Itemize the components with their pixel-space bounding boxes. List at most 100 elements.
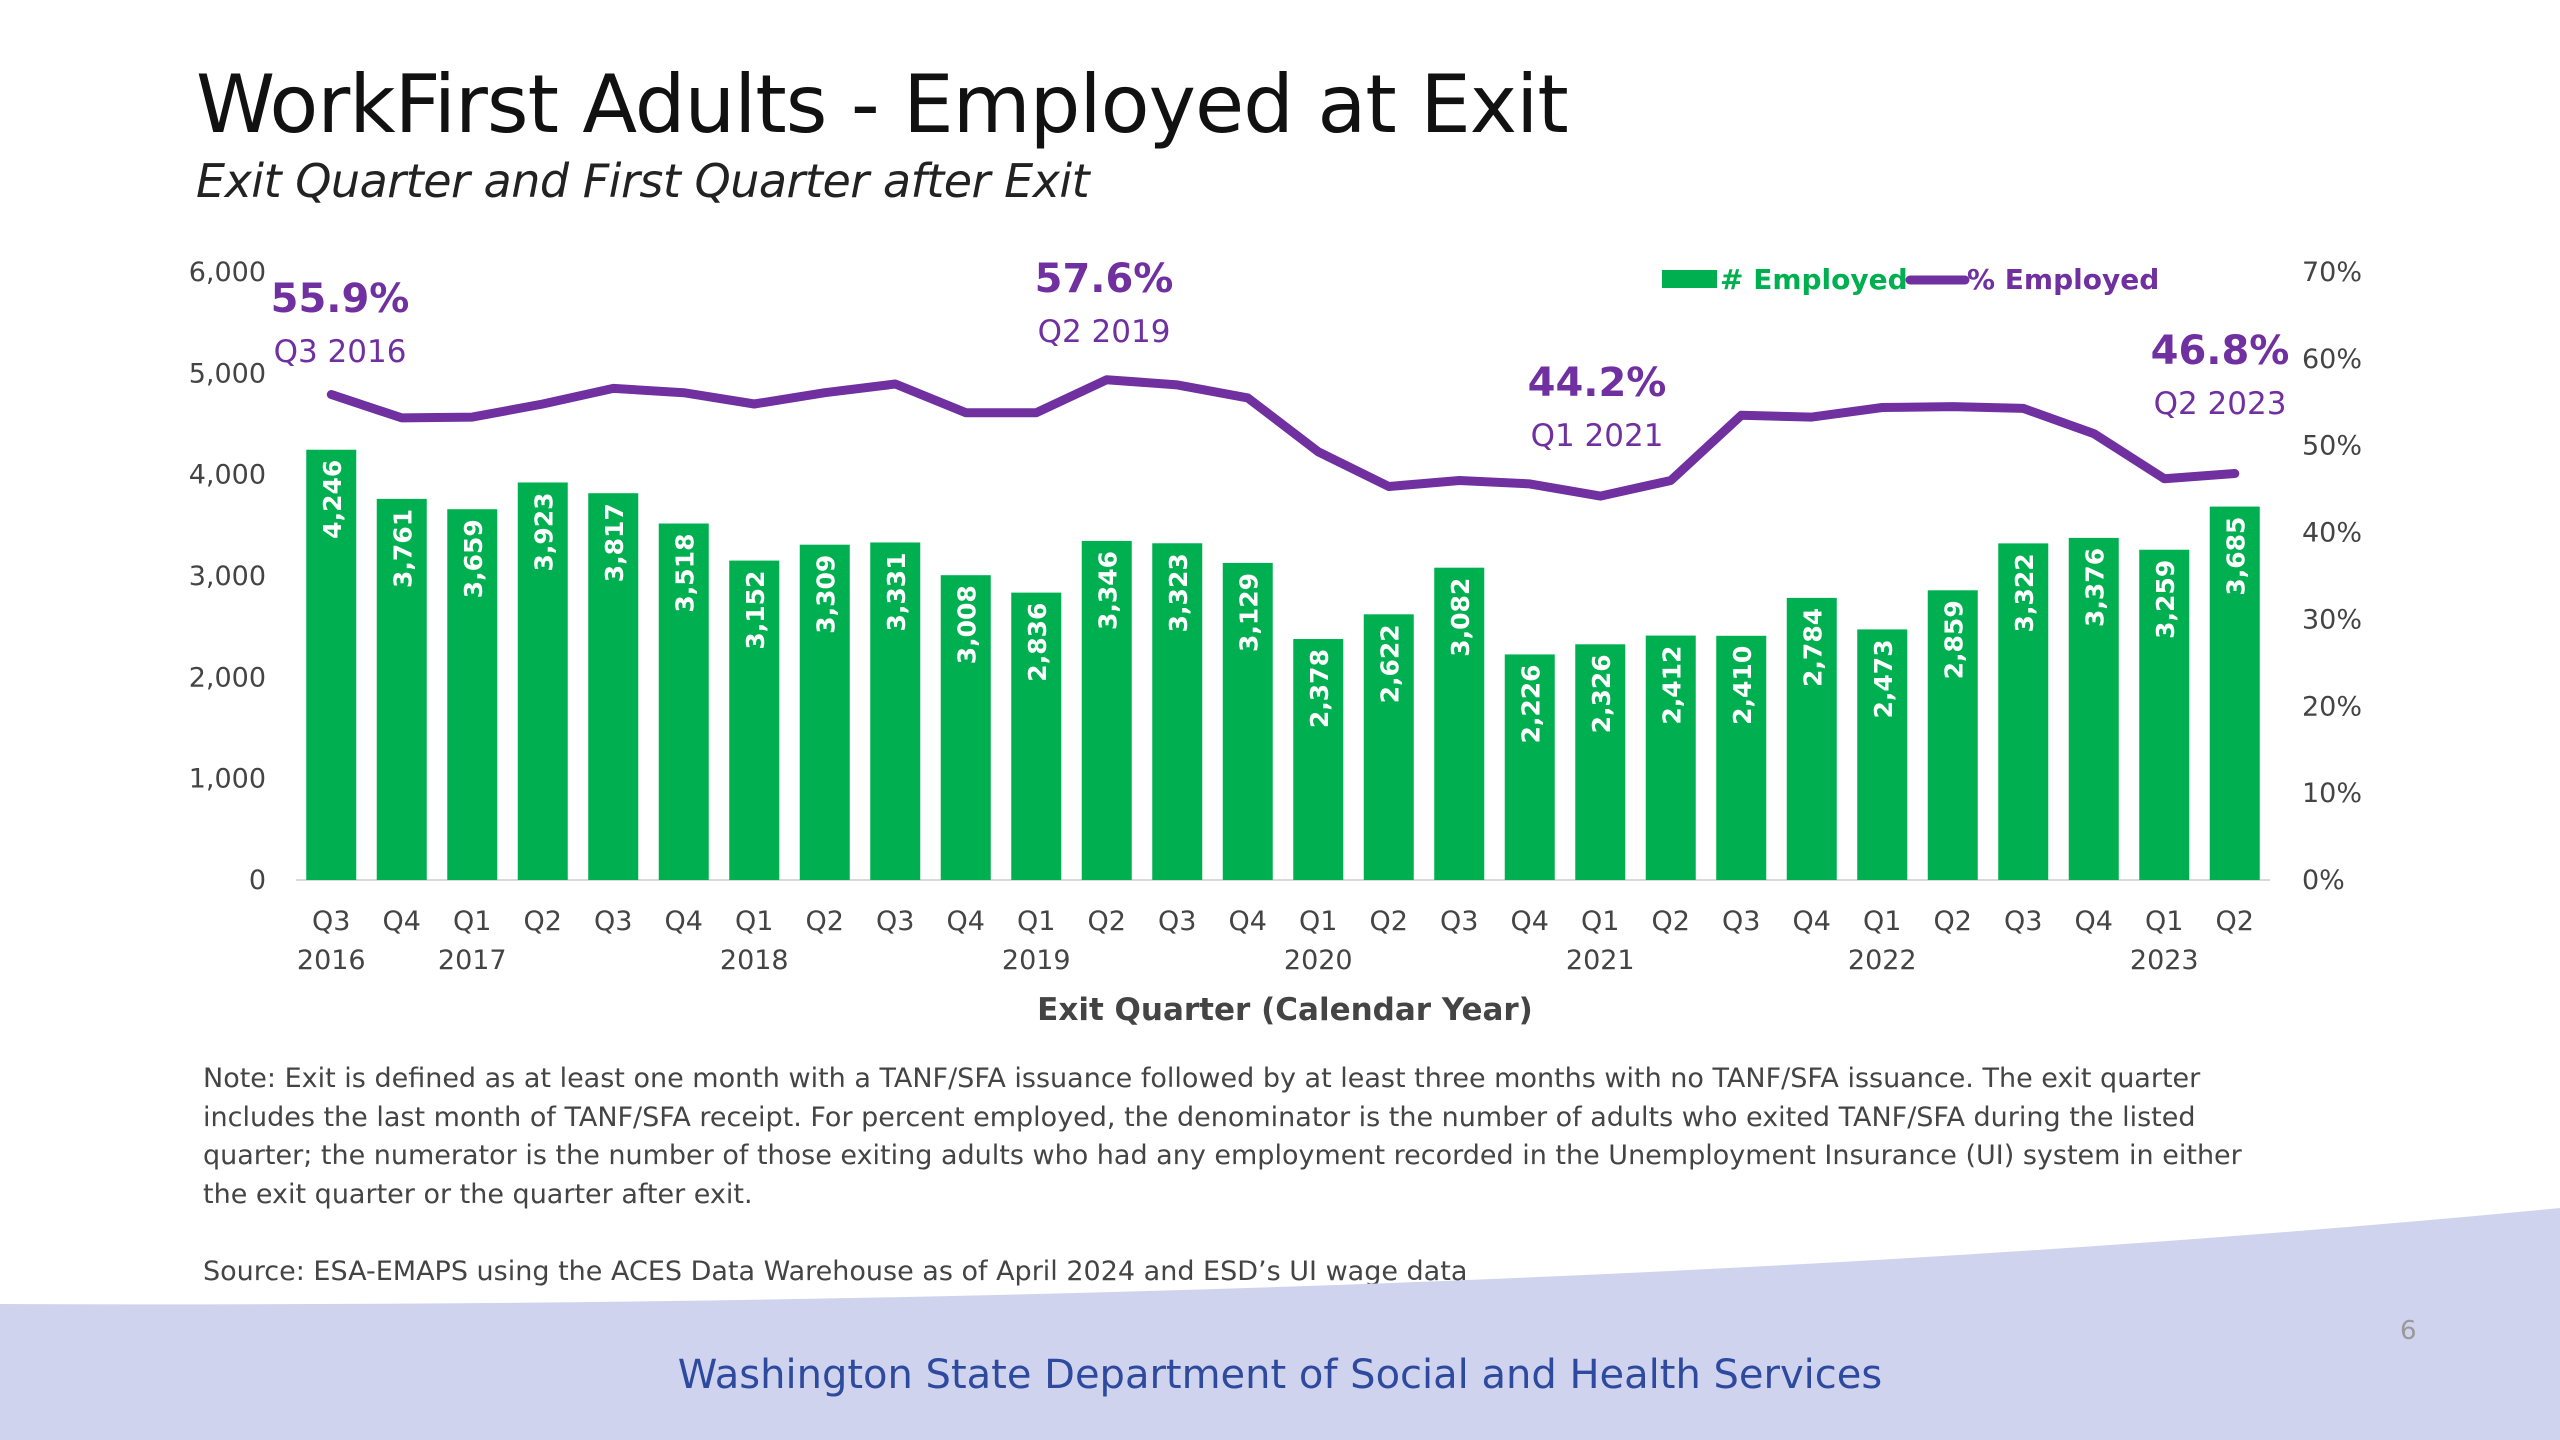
bar (1293, 639, 1344, 880)
y-right-tick-label: 40% (2302, 518, 2362, 549)
bar (2139, 549, 2190, 880)
y-left-tick-label: 4,000 (189, 460, 266, 491)
annotation-quarter: Q2 2023 (2154, 386, 2287, 422)
annotation: 44.2% Q1 2021 (1528, 360, 1667, 454)
annotation-value: 55.9% (271, 276, 410, 322)
y-right-tick-label: 70% (2302, 257, 2362, 288)
x-year-label: 2016 (297, 945, 366, 976)
bar-data-label: 3,323 (1164, 553, 1193, 632)
bar-data-label: 3,346 (1094, 551, 1123, 630)
annotation-quarter: Q3 2016 (274, 334, 407, 370)
y-right-tick-label: 20% (2302, 691, 2362, 722)
x-tick-label: Q1 (1017, 906, 1055, 937)
bar-data-label: 3,129 (1235, 573, 1264, 652)
bar-data-label: 2,836 (1023, 603, 1052, 682)
annotation: 46.8% Q2 2023 (2151, 328, 2290, 422)
bar (1645, 635, 1696, 880)
bar (1434, 567, 1485, 880)
x-axis-title: Exit Quarter (Calendar Year) (1037, 992, 1533, 1028)
percent-employed-line (326, 375, 2240, 501)
bar-data-label: 4,246 (318, 460, 347, 539)
bar-data-label: 2,473 (1869, 639, 1898, 718)
bar-data-label: 3,376 (2081, 548, 2110, 627)
bar-data-labels: 4,246 3,761 3,659 3,923 3,817 3,518 3,152 3,309… (318, 460, 2251, 744)
bar (658, 523, 709, 880)
y-left-tick-label: 5,000 (189, 358, 266, 389)
bar-data-label: 3,322 (2010, 553, 2039, 632)
x-axis-ticks: Q3 Q4 Q1 Q2 Q3 Q4 Q1 Q2 Q3 Q4 Q1 Q2 Q3 Q4 Q1 Q2 Q3 Q4 Q1 Q2… (297, 906, 2254, 976)
legend-label-employed-count: # Employed (1720, 263, 1908, 296)
y-left-tick-label: 1,000 (189, 764, 266, 795)
bar (1504, 654, 1555, 880)
bar-data-label: 3,817 (600, 503, 629, 582)
bar-data-label: 3,923 (530, 492, 559, 571)
slide-title: WorkFirst Adults - Employed at Exit (196, 58, 1569, 151)
bar (1716, 635, 1767, 880)
x-tick-label: Q1 (735, 906, 773, 937)
x-tick-label: Q4 (1229, 906, 1267, 937)
x-tick-label: Q4 (383, 906, 421, 937)
y-left-tick-label: 0 (249, 865, 266, 896)
x-tick-label: Q3 (594, 906, 632, 937)
x-tick-label: Q2 (806, 906, 844, 937)
x-tick-label: Q1 (453, 906, 491, 937)
x-tick-label: Q3 (876, 906, 914, 937)
x-tick-label: Q2 (524, 906, 562, 937)
bar (1927, 590, 1978, 880)
annotation-value: 57.6% (1035, 256, 1174, 302)
x-tick-label: Q4 (947, 906, 985, 937)
annotation-quarter: Q1 2021 (1531, 418, 1664, 454)
bar-data-label: 2,622 (1376, 624, 1405, 703)
x-tick-label: Q4 (2075, 906, 2113, 937)
bar-data-label: 2,859 (1940, 600, 1969, 679)
bar (940, 575, 991, 880)
bar-series (306, 449, 2260, 880)
bar (1152, 543, 1203, 880)
x-tick-label: Q2 (1934, 906, 1972, 937)
bar-data-label: 2,784 (1799, 608, 1828, 687)
annotation-value: 44.2% (1528, 360, 1667, 406)
x-tick-label: Q2 (1370, 906, 1408, 937)
x-tick-label: Q4 (1511, 906, 1549, 937)
y-right-tick-label: 10% (2302, 778, 2362, 809)
annotation: 55.9% Q3 2016 (271, 276, 410, 370)
y-axis-right: 0% 10% 20% 30% 40% 50% 60% 70% (2302, 257, 2362, 896)
bar-data-label: 2,410 (1728, 646, 1757, 725)
x-tick-label: Q1 (2145, 906, 2183, 937)
source-text: Source: ESA-EMAPS using the ACES Data Wa… (203, 1256, 1468, 1287)
bar (376, 498, 427, 880)
legend-label-employed-percent: % Employed (1967, 263, 2159, 296)
bar-data-label: 3,008 (953, 585, 982, 664)
x-year-label: 2021 (1566, 945, 1635, 976)
x-tick-label: Q1 (1299, 906, 1337, 937)
bar (1011, 592, 1062, 880)
chart: 0 1,000 2,000 3,000 4,000 5,000 6,000 0% 10% 20%… (189, 256, 2362, 1028)
bar (729, 560, 780, 880)
footer-wave (0, 1208, 2560, 1440)
bar-data-label: 3,082 (1446, 578, 1475, 657)
bar (517, 482, 568, 880)
bar (870, 542, 921, 880)
x-tick-label: Q3 (1158, 906, 1196, 937)
annotation: 57.6% Q2 2019 (1035, 256, 1174, 350)
page-number: 6 (2400, 1316, 2417, 1346)
y-right-tick-label: 30% (2302, 604, 2362, 635)
x-tick-label: Q1 (1581, 906, 1619, 937)
bar (588, 493, 639, 880)
y-right-tick-label: 50% (2302, 431, 2362, 462)
bar (1081, 540, 1132, 880)
x-tick-label: Q2 (1652, 906, 1690, 937)
bar-data-label: 2,326 (1587, 654, 1616, 733)
bar-data-label: 3,259 (2151, 560, 2180, 639)
x-tick-label: Q4 (1793, 906, 1831, 937)
bar-data-label: 2,412 (1658, 646, 1687, 725)
x-tick-label: Q3 (1440, 906, 1478, 937)
x-year-label: 2018 (720, 945, 789, 976)
bar-data-label: 3,309 (812, 555, 841, 634)
x-year-label: 2023 (2130, 945, 2199, 976)
chart-annotations: 55.9% Q3 2016 57.6% Q2 2019 44.2% Q1 2021 46.8… (271, 256, 2290, 454)
x-year-label: 2020 (1284, 945, 1353, 976)
bar (1222, 562, 1273, 880)
bar (447, 509, 498, 880)
x-year-label: 2017 (438, 945, 507, 976)
